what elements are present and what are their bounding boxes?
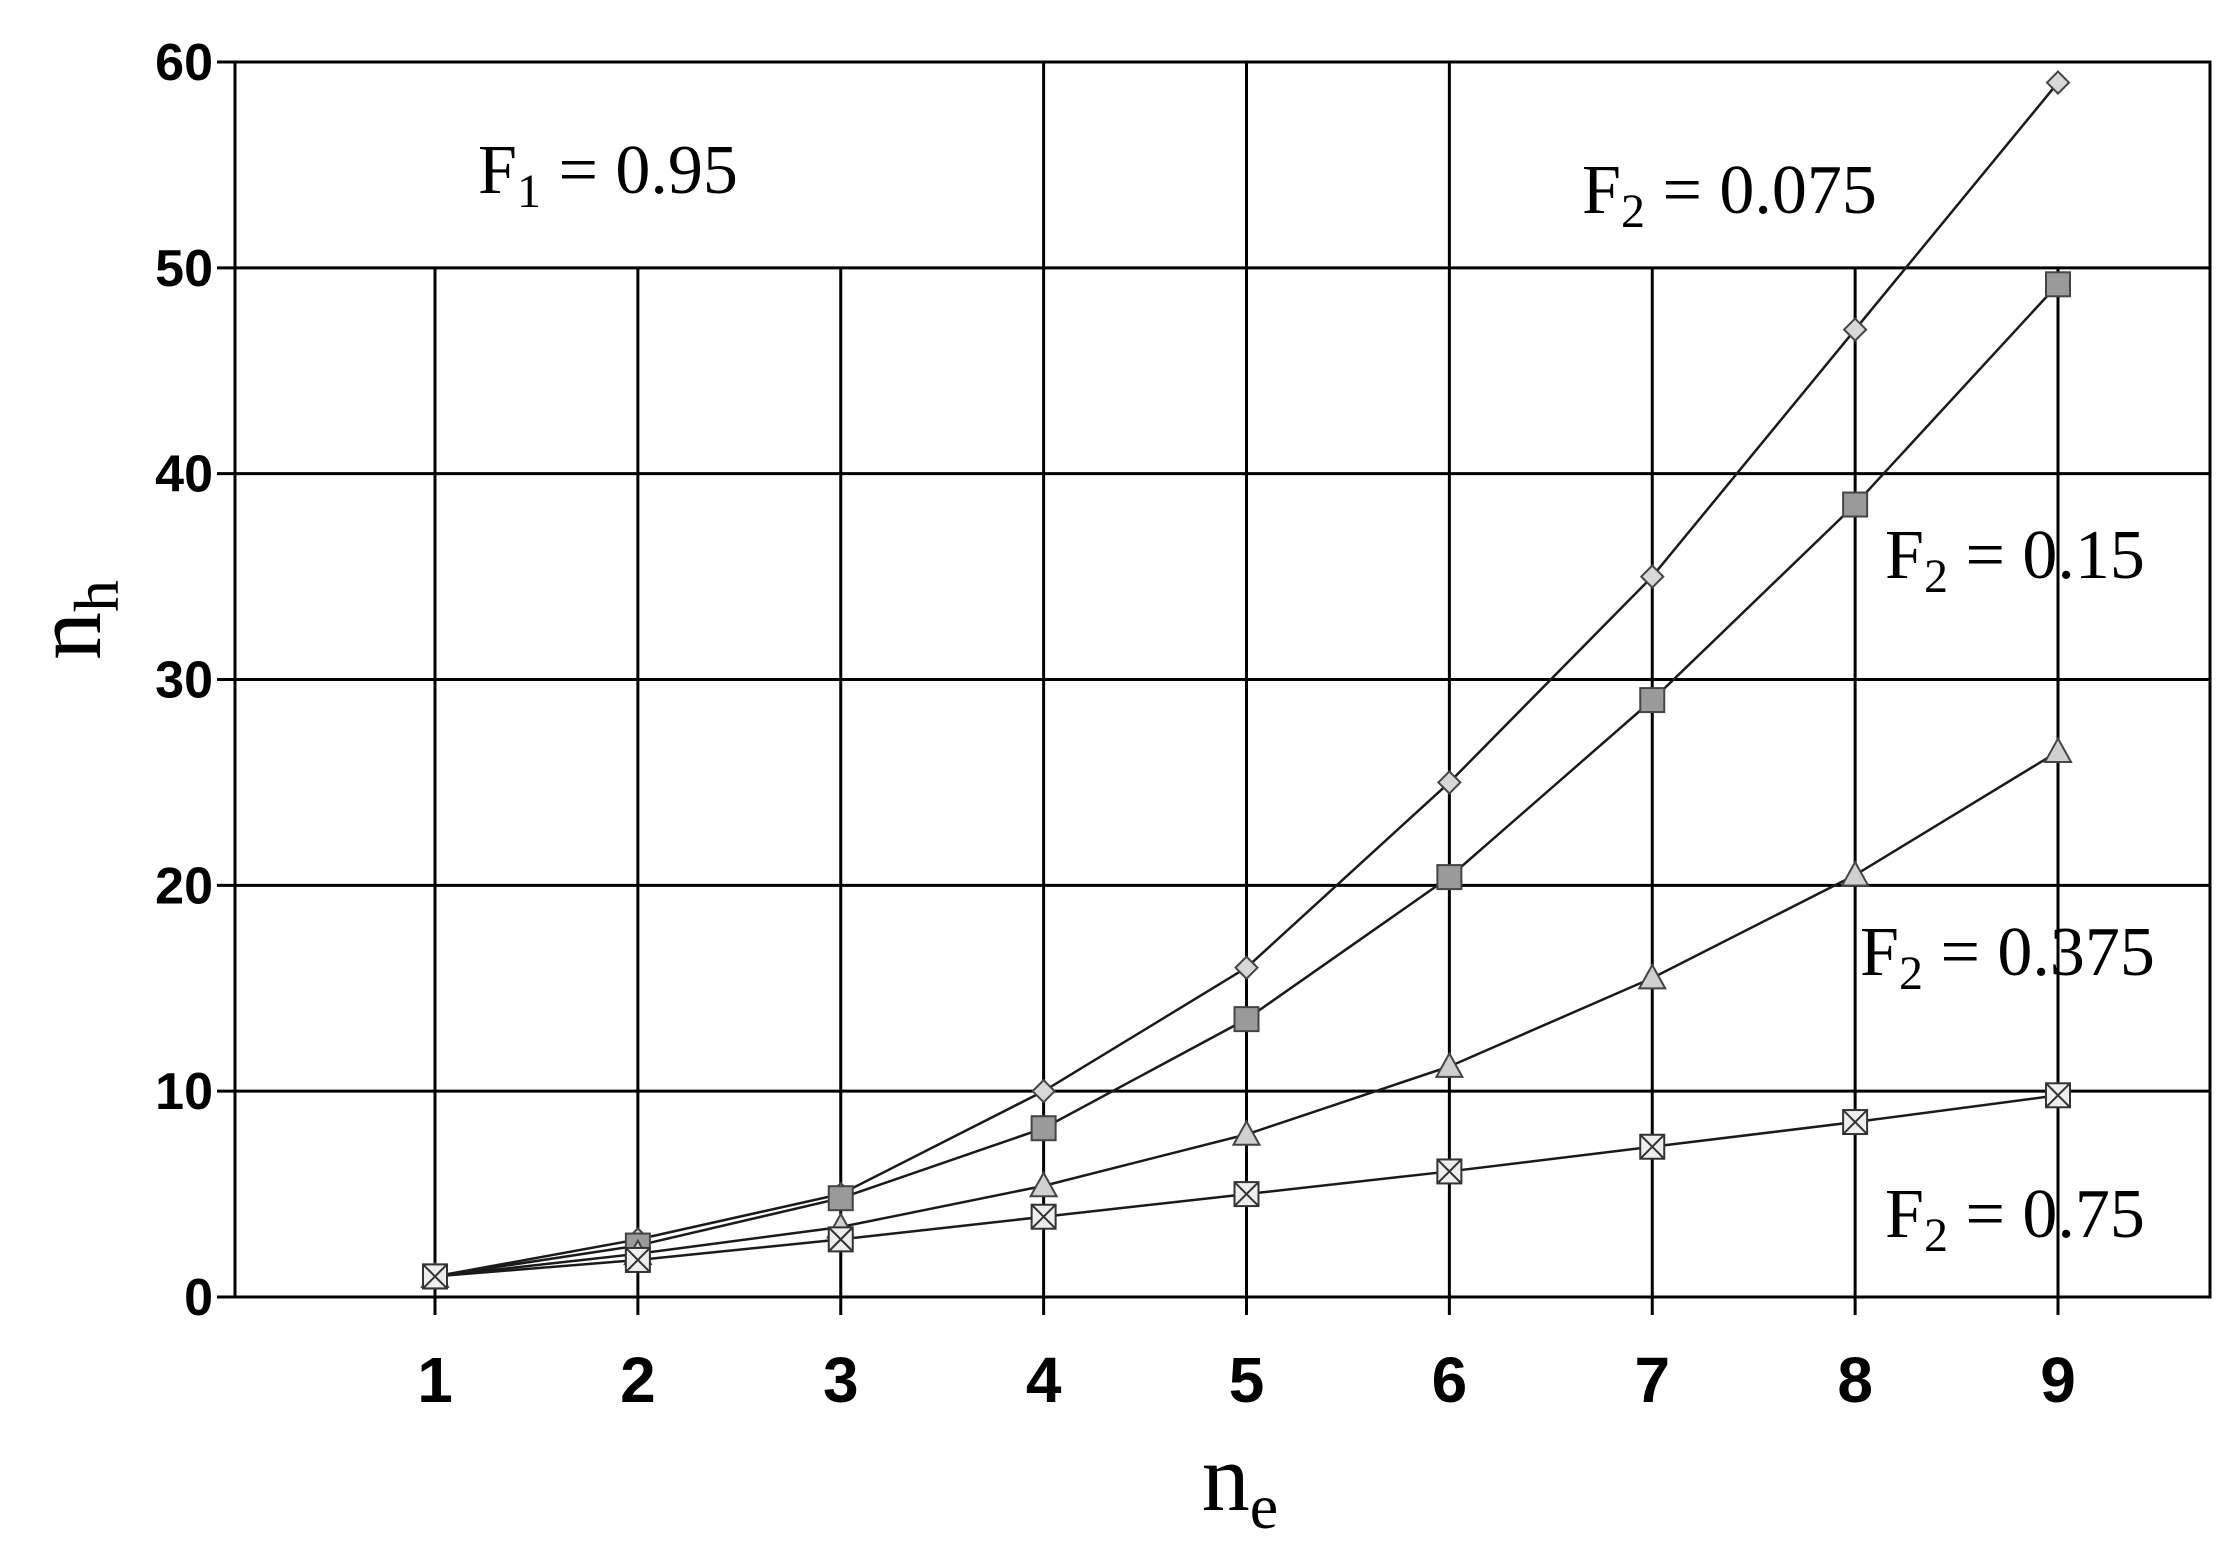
data-point-f2_0375-9 (2043, 736, 2073, 763)
x-tick-label-6: 6 (1432, 1344, 1468, 1416)
y-tick-label-60: 60 (155, 34, 213, 92)
data-point-f2_0375-6 (1434, 1051, 1465, 1078)
x-tick-label-9: 9 (2040, 1344, 2076, 1416)
data-point-f2_075-2 (624, 1246, 651, 1273)
data-point-f2_015-5 (1233, 1006, 1260, 1033)
x-axis-title: ne (1202, 1424, 1278, 1542)
data-point-f2_0075-9 (2045, 70, 2071, 95)
data-point-f2_075-9 (2045, 1082, 2071, 1109)
series-group (420, 70, 2073, 1290)
data-point-f2_015-4 (1030, 1115, 1057, 1142)
grid (217, 60, 2212, 1315)
data-point-f2_075-7 (1639, 1133, 1666, 1160)
annotation-f1: F1 = 0.95 (478, 132, 738, 218)
y-tick-label-0: 0 (184, 1269, 213, 1327)
tick-labels: 0 10 20 30 40 50 60 1 2 3 4 5 6 7 8 9 (155, 34, 2076, 1416)
x-tick-label-1: 1 (417, 1344, 453, 1416)
data-point-f2_075-1 (422, 1263, 448, 1290)
data-point-f2_0075-5 (1234, 955, 1259, 981)
data-point-f2_0075-4 (1031, 1078, 1057, 1104)
annotation-f2-015: F2 = 0.15 (1885, 517, 2145, 603)
data-point-f2_0075-8 (1842, 317, 1868, 342)
y-tick-label-50: 50 (155, 240, 213, 298)
x-tick-label-5: 5 (1229, 1344, 1265, 1416)
y-tick-label-10: 10 (155, 1063, 213, 1121)
data-point-f2_075-3 (827, 1226, 854, 1253)
y-tick-label-30: 30 (155, 652, 213, 710)
x-tick-label-3: 3 (823, 1344, 859, 1416)
data-point-f2_075-4 (1030, 1203, 1057, 1230)
data-point-f2_0375-4 (1028, 1170, 1059, 1198)
x-tick-label-2: 2 (620, 1344, 656, 1416)
data-point-f2_075-6 (1436, 1158, 1463, 1185)
annotation-f2-0375: F2 = 0.375 (1860, 914, 2155, 1000)
data-point-f2_075-5 (1233, 1181, 1260, 1208)
y-tick-label-40: 40 (155, 446, 213, 504)
x-tick-label-4: 4 (1026, 1344, 1062, 1416)
data-point-f2_015-7 (1639, 687, 1666, 714)
y-tick-label-20: 20 (155, 857, 213, 915)
y-axis-title: nh (14, 580, 132, 660)
data-point-f2_015-6 (1436, 864, 1463, 891)
data-point-f2_0375-7 (1637, 962, 1667, 990)
x-tick-label-8: 8 (1837, 1344, 1873, 1416)
data-point-f2_0075-6 (1436, 770, 1462, 795)
data-point-f2_015-8 (1842, 491, 1869, 518)
data-point-f2_0375-8 (1840, 859, 1870, 887)
annotation-f2-075: F2 = 0.75 (1885, 1176, 2145, 1262)
data-point-f2_015-3 (827, 1185, 854, 1212)
annotation-f2-0075: F2 = 0.075 (1582, 152, 1877, 238)
data-point-f2_0375-5 (1231, 1119, 1262, 1146)
data-point-f2_015-9 (2045, 271, 2071, 298)
data-point-f2_075-8 (1842, 1109, 1869, 1136)
x-tick-label-7: 7 (1634, 1344, 1670, 1416)
data-point-f2_0075-7 (1639, 564, 1665, 589)
